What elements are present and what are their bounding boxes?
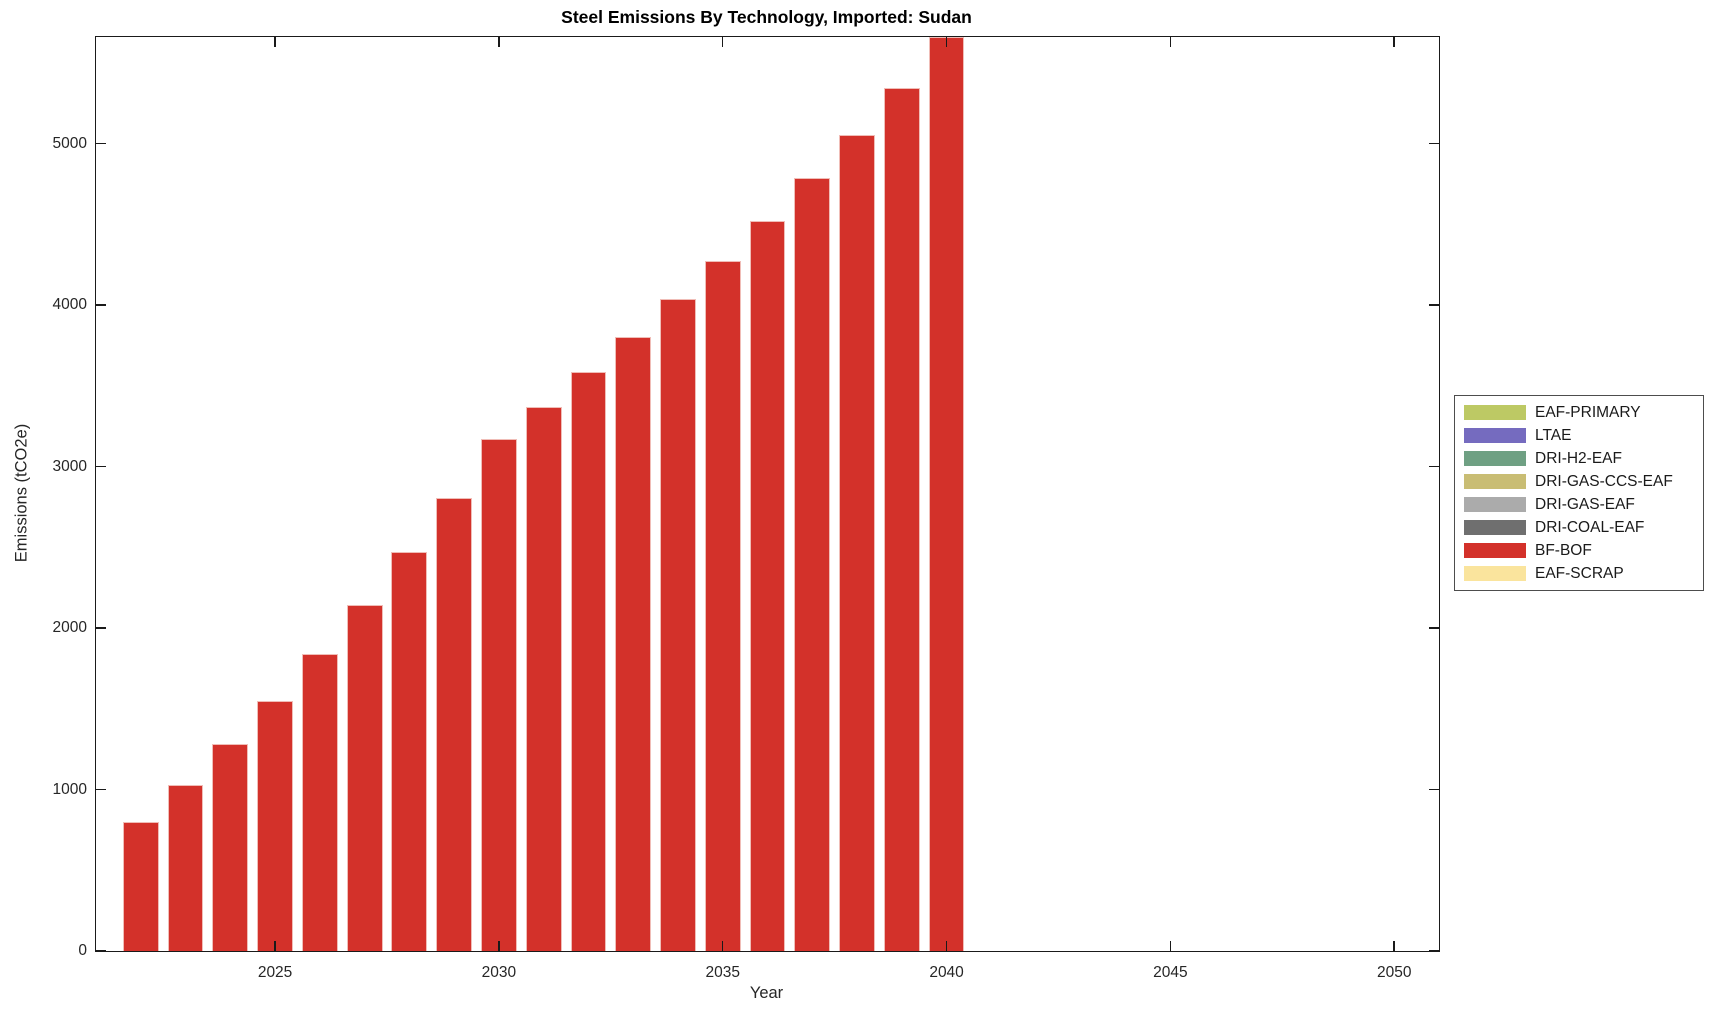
x-tick-mirror xyxy=(274,37,276,47)
y-tick xyxy=(96,950,106,952)
bar-2039 xyxy=(883,87,920,951)
legend: EAF-PRIMARY LTAE DRI-H2-EAF DRI-GAS-CCS-EAF… xyxy=(1454,395,1704,591)
legend-item-dri-gas-eaf: DRI-GAS-EAF xyxy=(1455,496,1703,514)
bar-2023 xyxy=(167,784,204,951)
plot-area: 2025 2030 2035 2040 2045 2050 0 1000 2000 3000 400… xyxy=(53,36,1440,981)
legend-label: BF-BOF xyxy=(1535,541,1592,559)
legend-item-dri-coal-eaf: DRI-COAL-EAF xyxy=(1455,519,1703,537)
x-tick xyxy=(274,941,276,951)
legend-item-ltae: LTAE xyxy=(1455,427,1703,445)
x-tick-label: 2030 xyxy=(481,964,517,981)
legend-label: EAF-SCRAP xyxy=(1535,564,1624,582)
legend-label: DRI-COAL-EAF xyxy=(1535,518,1645,536)
bar-2036 xyxy=(749,221,786,951)
x-tick-label: 2050 xyxy=(1376,964,1412,981)
legend-label: EAF-PRIMARY xyxy=(1535,403,1641,421)
x-tick-mirror xyxy=(721,37,724,47)
bar-2029 xyxy=(436,498,473,951)
bar-2024 xyxy=(212,744,249,951)
legend-swatch xyxy=(1464,566,1526,581)
legend-label: LTAE xyxy=(1535,426,1572,444)
y-tick-mirror xyxy=(1429,142,1439,145)
legend-item-eaf-scrap: EAF-SCRAP xyxy=(1455,565,1703,583)
legend-item-eaf-primary: EAF-PRIMARY xyxy=(1455,404,1703,422)
x-tick-label: 2040 xyxy=(929,964,964,981)
x-tick-label: 2045 xyxy=(1153,964,1188,981)
legend-item-dri-h2-eaf: DRI-H2-EAF xyxy=(1455,450,1703,468)
bar-2033 xyxy=(615,336,652,951)
x-tick xyxy=(1169,941,1172,951)
bar-2034 xyxy=(660,299,696,951)
x-tick xyxy=(721,941,724,951)
legend-swatch xyxy=(1464,428,1526,443)
legend-swatch xyxy=(1464,474,1526,489)
x-tick-mirror xyxy=(1169,37,1172,47)
bar-2035 xyxy=(704,261,741,951)
bar-2022 xyxy=(122,821,159,951)
y-tick-label: 3000 xyxy=(52,457,87,475)
legend-label: DRI-GAS-EAF xyxy=(1535,495,1635,513)
legend-item-bf-bof: BF-BOF xyxy=(1455,542,1703,560)
legend-label: DRI-H2-EAF xyxy=(1535,449,1622,467)
y-tick-mirror xyxy=(1429,304,1439,306)
x-tick-label: 2035 xyxy=(705,964,740,981)
x-tick-mirror xyxy=(498,37,500,47)
x-tick xyxy=(498,941,500,951)
bar-2032 xyxy=(570,372,607,951)
legend-swatch xyxy=(1464,405,1526,420)
y-tick-mirror xyxy=(1429,627,1439,629)
y-tick-label: 4000 xyxy=(52,296,87,314)
y-tick-label: 5000 xyxy=(52,134,87,152)
bar-2025 xyxy=(257,700,293,951)
y-tick-mirror xyxy=(1429,950,1439,952)
x-tick xyxy=(1393,941,1395,951)
x-tick-mirror xyxy=(945,37,948,47)
legend-swatch xyxy=(1464,543,1526,558)
y-tick-mirror xyxy=(1429,465,1439,468)
x-tick xyxy=(945,941,948,951)
x-axis-label: Year xyxy=(749,984,784,1002)
y-tick-mirror xyxy=(1429,788,1439,791)
y-tick xyxy=(96,304,106,306)
y-axis-label: Emissions (tCO2e) xyxy=(12,423,31,563)
bar-2031 xyxy=(525,406,562,951)
legend-item-dri-gas-ccs-eaf: DRI-GAS-CCS-EAF xyxy=(1455,473,1703,491)
bar-2030 xyxy=(480,439,517,951)
legend-swatch xyxy=(1464,451,1526,466)
bar-2037 xyxy=(794,178,831,951)
bar-2028 xyxy=(391,552,428,951)
y-tick xyxy=(96,627,106,629)
y-tick-label: 0 xyxy=(78,942,87,959)
legend-swatch xyxy=(1464,520,1526,535)
x-tick-label: 2025 xyxy=(257,964,293,981)
y-tick xyxy=(96,142,106,145)
legend-swatch xyxy=(1464,497,1526,512)
x-tick-mirror xyxy=(1393,37,1395,47)
bar-2038 xyxy=(839,134,875,951)
bar-2027 xyxy=(346,604,383,951)
chart-title: Steel Emissions By Technology, Imported:… xyxy=(561,7,972,27)
y-tick xyxy=(96,465,106,468)
y-tick xyxy=(96,788,106,791)
y-tick-label: 1000 xyxy=(52,780,87,798)
bar-2026 xyxy=(301,653,338,951)
legend-label: DRI-GAS-CCS-EAF xyxy=(1535,472,1673,490)
bar-2040 xyxy=(928,37,965,951)
y-tick-label: 2000 xyxy=(52,619,87,637)
